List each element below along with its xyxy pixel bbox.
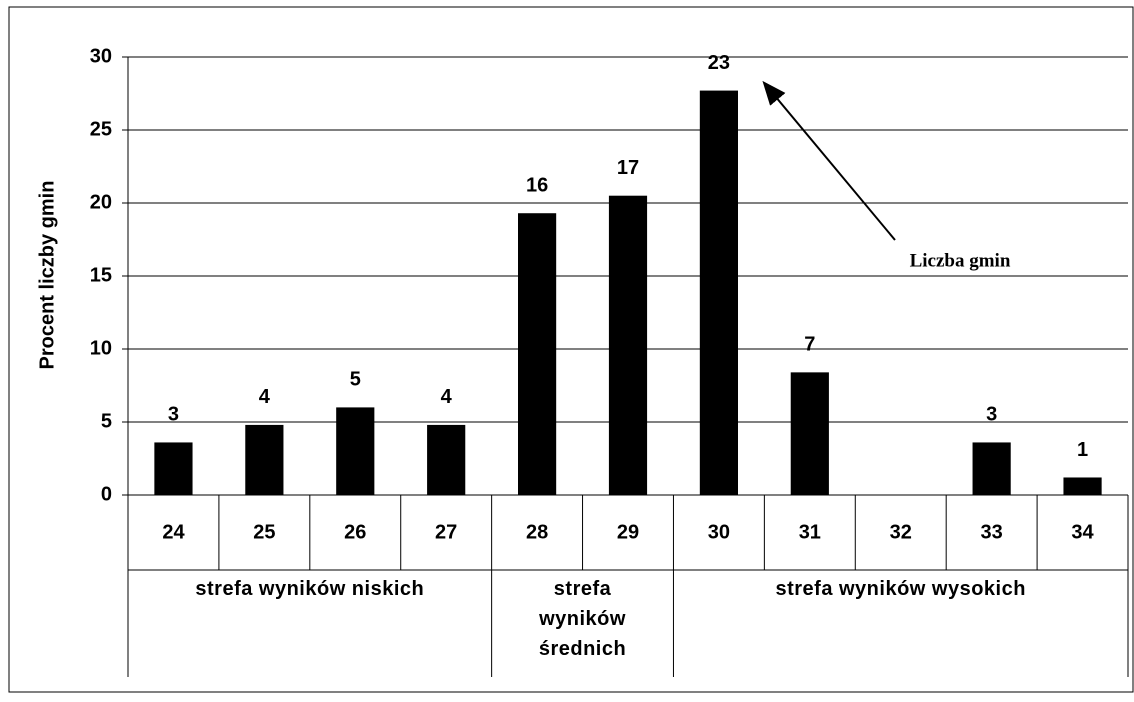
annotation-arrow (762, 80, 896, 241)
y-tick-label: 20 (90, 191, 112, 213)
group-label: strefa wyników niskich (195, 578, 425, 600)
data-label: 17 (617, 157, 639, 179)
data-label: 7 (804, 334, 815, 356)
frame (8, 6, 1134, 693)
x-tick-label: 29 (617, 521, 639, 543)
y-tick-label: 5 (101, 410, 112, 432)
annotation: Liczba gmin (910, 250, 1011, 271)
x-tick-label: 31 (799, 521, 821, 543)
bar (699, 90, 738, 495)
x-tick-label: 27 (435, 521, 457, 543)
x-tick-label: 26 (344, 521, 366, 543)
x-tick-label: 30 (708, 521, 730, 543)
bar (154, 442, 193, 495)
x-tick-label: 34 (1071, 521, 1094, 543)
bar (608, 195, 648, 495)
data-label: 16 (526, 175, 548, 197)
bar (972, 442, 1011, 495)
data-label: 4 (259, 386, 271, 408)
y-tick-label: 30 (90, 45, 112, 67)
x-tick-label: 32 (890, 521, 912, 543)
data-label: 3 (168, 404, 179, 426)
data-label: 1 (1077, 439, 1088, 461)
x-tick-label: 24 (162, 521, 185, 543)
data-label: 23 (708, 52, 730, 74)
x-tick-label: 33 (981, 521, 1003, 543)
bar (790, 372, 829, 495)
data-label: 3 (986, 404, 997, 426)
bar (336, 407, 375, 495)
y-tick-label: 25 (90, 118, 112, 140)
bar (518, 213, 557, 495)
x-tick-label: 28 (526, 521, 548, 543)
y-tick-label: 10 (90, 337, 112, 359)
data-label: 5 (350, 369, 361, 391)
bar (427, 424, 466, 495)
y-tick-label: 15 (90, 264, 112, 286)
y-axis-label: Procent liczby gmin (36, 181, 58, 370)
y-tick-label: 0 (101, 483, 112, 505)
x-tick-label: 25 (253, 521, 275, 543)
bar (245, 424, 284, 495)
bar (1063, 477, 1102, 495)
group-label: strefa wyników wysokich (775, 578, 1026, 600)
group-label: strefa wyników średnich (538, 578, 627, 660)
data-label: 4 (441, 386, 453, 408)
